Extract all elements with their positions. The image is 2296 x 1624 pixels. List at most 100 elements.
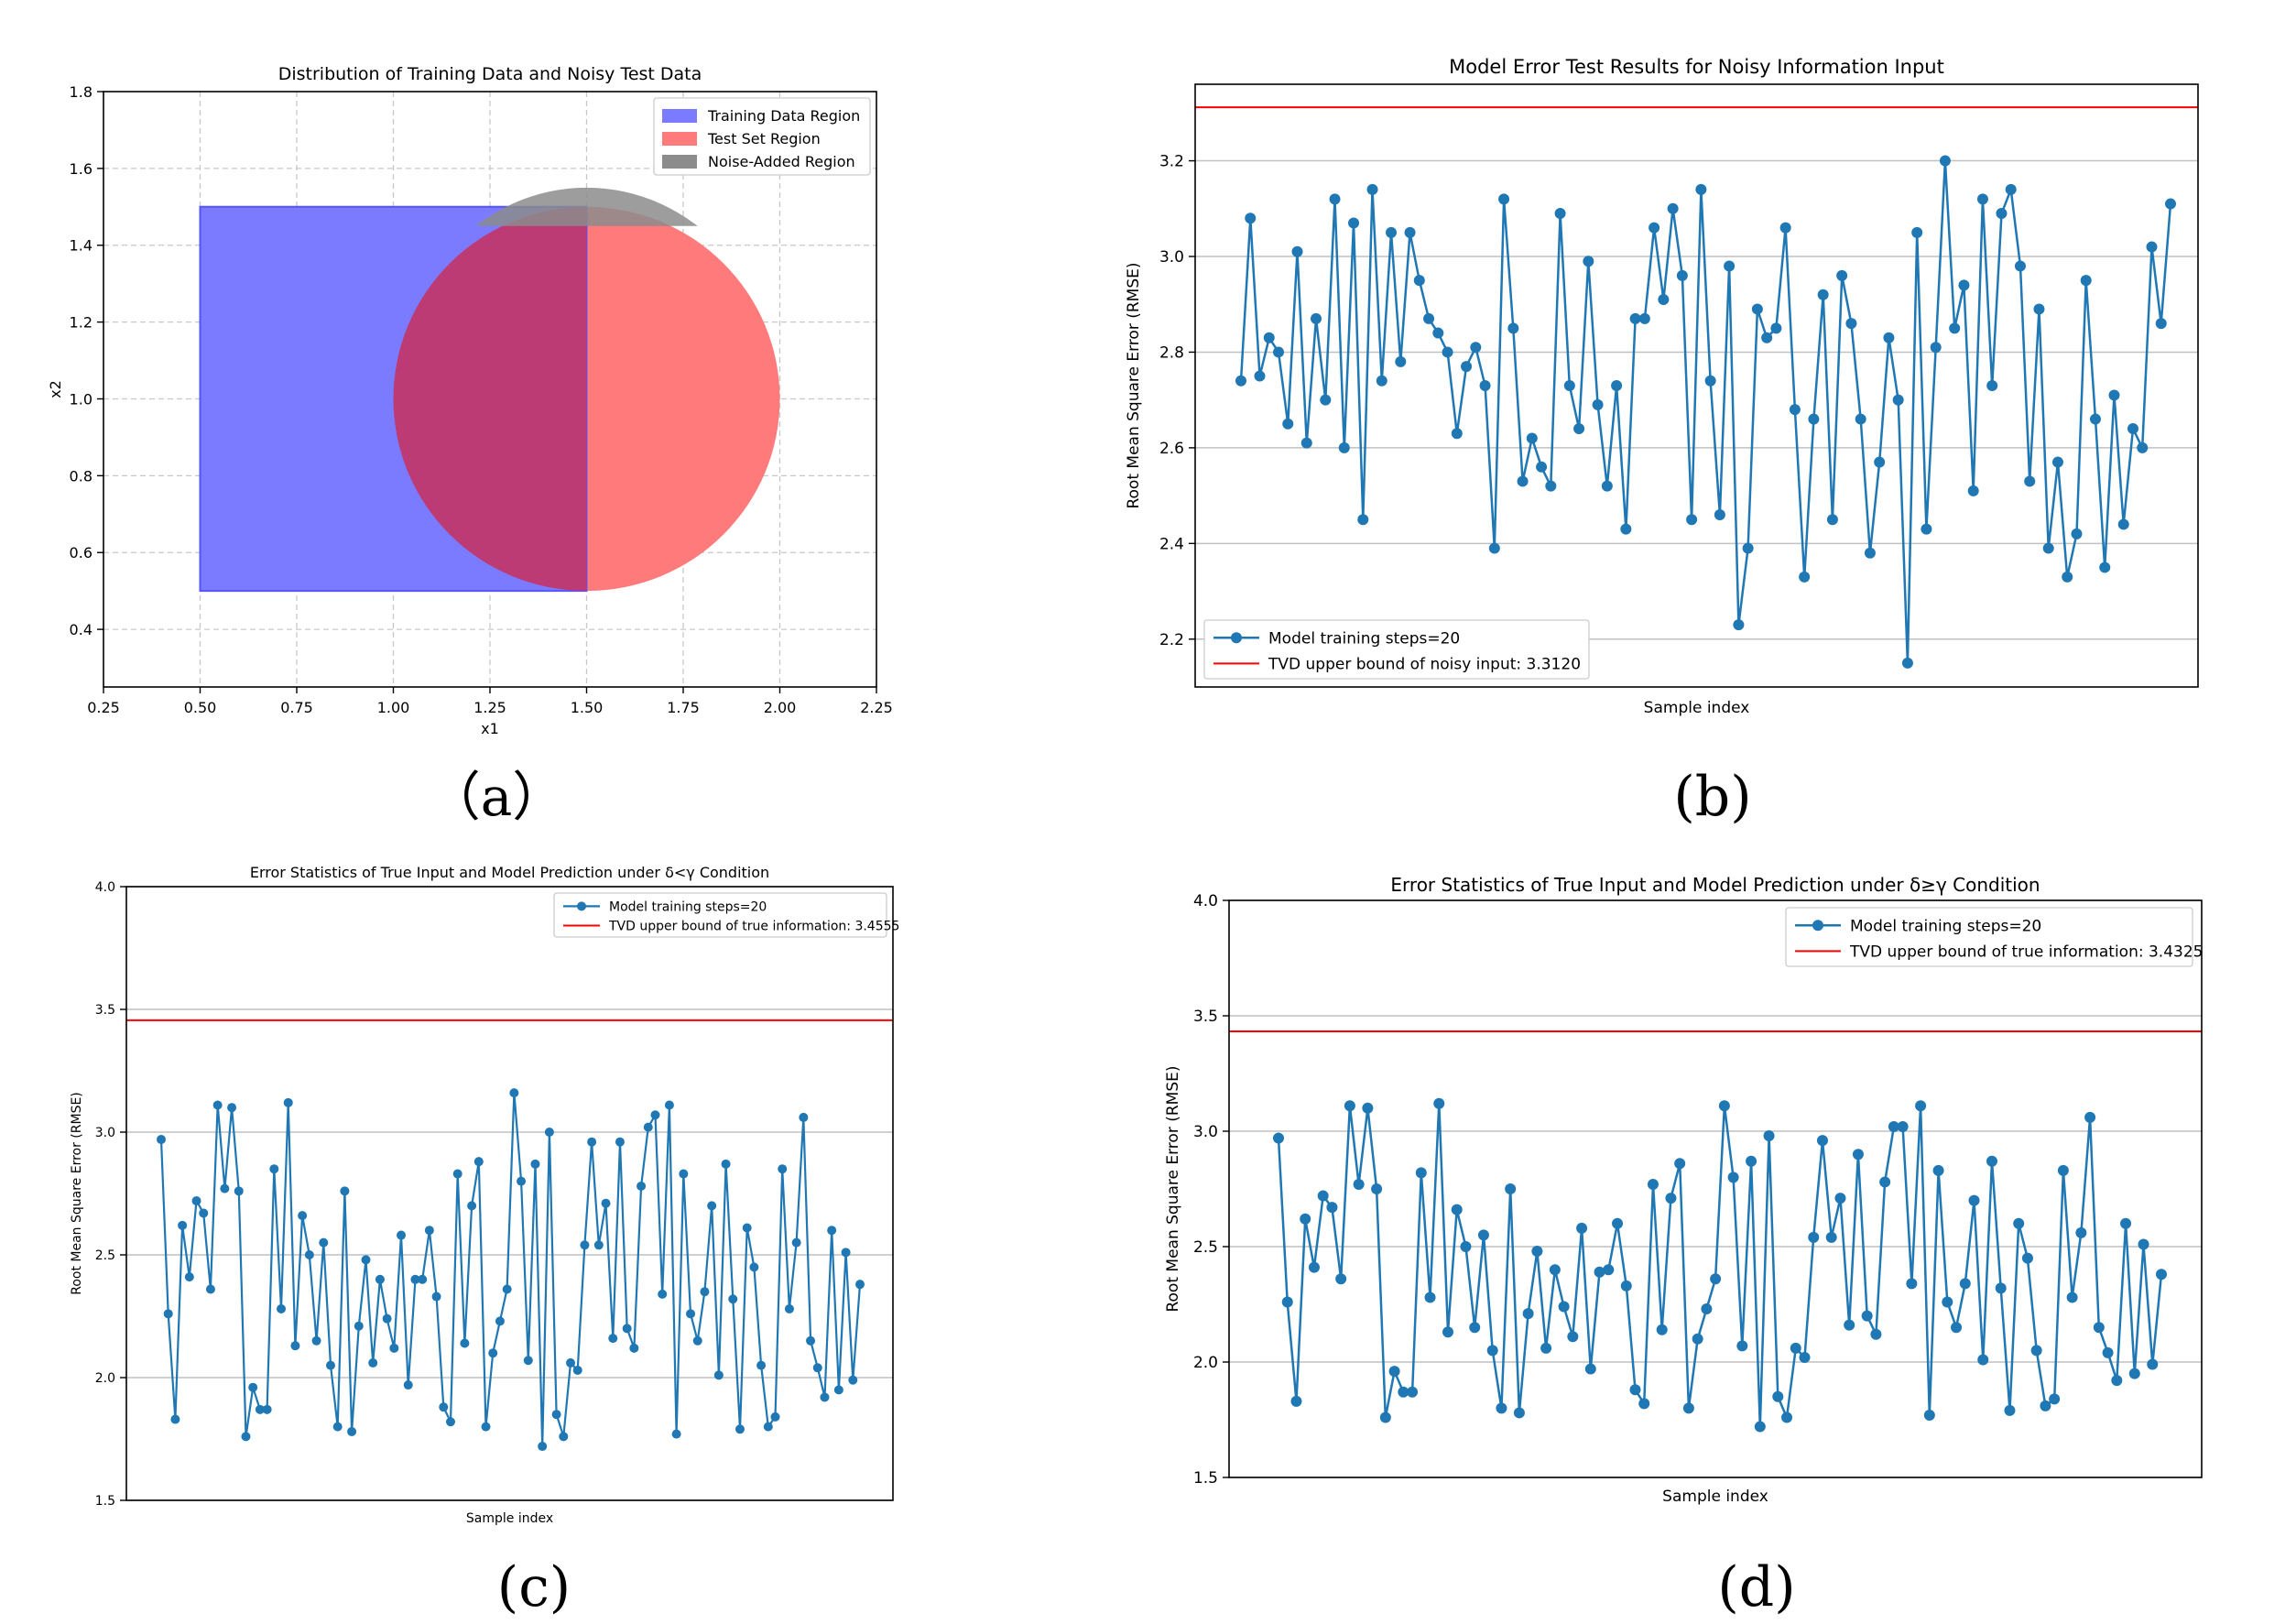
data-point [806,1335,816,1346]
data-point [2099,561,2111,573]
data-point [157,1135,166,1145]
data-point [241,1432,251,1442]
data-point [1665,1193,1677,1204]
data-point [2138,1238,2149,1250]
x-axis-label: Sample index [1662,1488,1768,1506]
y-tick-label: 2.8 [1159,344,1184,363]
data-point [1513,1407,1525,1419]
data-point [1611,380,1623,391]
data-point [517,1176,527,1186]
data-point [1799,1351,1811,1363]
data-point [1864,547,1876,559]
legend-series-marker [1231,632,1242,644]
data-point [319,1237,329,1248]
y-tick-label: 3.0 [1159,248,1184,267]
data-point [1549,1264,1561,1276]
data-point [664,1100,674,1110]
data-point [460,1338,470,1348]
data-point [1567,1331,1579,1343]
data-point [812,1363,822,1373]
data-point [1879,1176,1891,1188]
data-point [1770,322,1782,334]
data-point [827,1226,837,1236]
y-tick-label: 3.0 [95,1126,115,1140]
y-tick-label: 0.8 [70,467,92,485]
data-point [452,1169,462,1179]
data-point [1362,1102,1374,1114]
data-point [1742,542,1754,554]
data-point [1451,428,1463,440]
chart-title: Model Error Test Results for Noisy Infor… [1449,56,1944,78]
data-point [756,1360,767,1370]
data-point [1386,226,1398,238]
data-point [1531,1246,1543,1258]
data-point [2147,1358,2159,1370]
data-point [445,1417,455,1427]
panel-caption: （a） [428,766,566,828]
data-point [1308,1261,1320,1273]
data-point [713,1370,724,1380]
data-point [403,1380,413,1390]
data-point [848,1375,858,1385]
data-point [212,1100,223,1110]
data-point [1326,1202,1338,1214]
data-point [692,1335,702,1346]
panel-caption: (c) [497,1555,571,1619]
data-point [1930,342,1942,354]
data-point [778,1164,788,1174]
x-axis-label: Sample index [1644,699,1750,717]
legend-label: Model training steps=20 [1850,917,2041,935]
data-point [332,1422,343,1432]
data-point [1647,1178,1659,1190]
legend-label: TVD upper bound of true information: 3.4… [1849,943,2203,961]
data-point [1986,1155,1997,1167]
data-point [530,1159,540,1169]
data-point [1488,542,1500,554]
data-point [1584,1363,1596,1375]
data-point [1620,1280,1632,1292]
data-point [721,1159,731,1169]
legend-label: TVD upper bound of true information: 3.4… [608,920,899,934]
y-tick-label: 2.2 [1159,631,1184,649]
y-tick-label: 2.4 [1159,535,1184,553]
data-point [1888,1120,1899,1132]
y-tick-label: 3.5 [95,1003,115,1018]
data-point [311,1335,321,1346]
y-tick-label: 2.6 [1159,440,1184,458]
data-point [1674,1158,1686,1170]
data-point [1379,1411,1391,1423]
data-point [1235,375,1246,387]
data-point [763,1422,773,1432]
data-point [1649,222,1660,234]
data-point [1273,1132,1284,1144]
data-point [1733,619,1745,631]
legend-label: Test Set Region [707,130,821,147]
data-point [1658,294,1670,305]
y-tick-label: 1.4 [70,237,92,255]
data-point [1282,418,1294,430]
data-point [1469,1322,1481,1334]
x-tick-label: 0.75 [280,699,313,716]
data-point [1656,1324,1668,1335]
y-tick-label: 2.0 [1193,1354,1218,1372]
chart-title: Distribution of Training Data and Noisy … [278,64,702,84]
y-axis-label: x2 [47,380,64,398]
data-point [424,1226,434,1236]
data-point [2030,1345,2042,1357]
y-tick-label: 0.4 [70,621,92,638]
data-point [566,1357,576,1368]
data-point [1423,312,1435,324]
data-point [1317,1190,1329,1202]
data-point [269,1164,279,1174]
legend-box [1785,907,2193,967]
data-point [1498,193,1510,205]
overlap-region [393,206,587,592]
data-point [2075,1226,2087,1238]
data-point [1874,456,1886,468]
x-tick-label: 1.50 [571,699,604,716]
data-point [1901,657,1913,669]
data-point [1808,1231,1820,1243]
y-axis-label: Root Mean Square Error (RMSE) [1125,262,1143,508]
data-point [538,1442,548,1452]
data-point [2111,1375,2123,1387]
